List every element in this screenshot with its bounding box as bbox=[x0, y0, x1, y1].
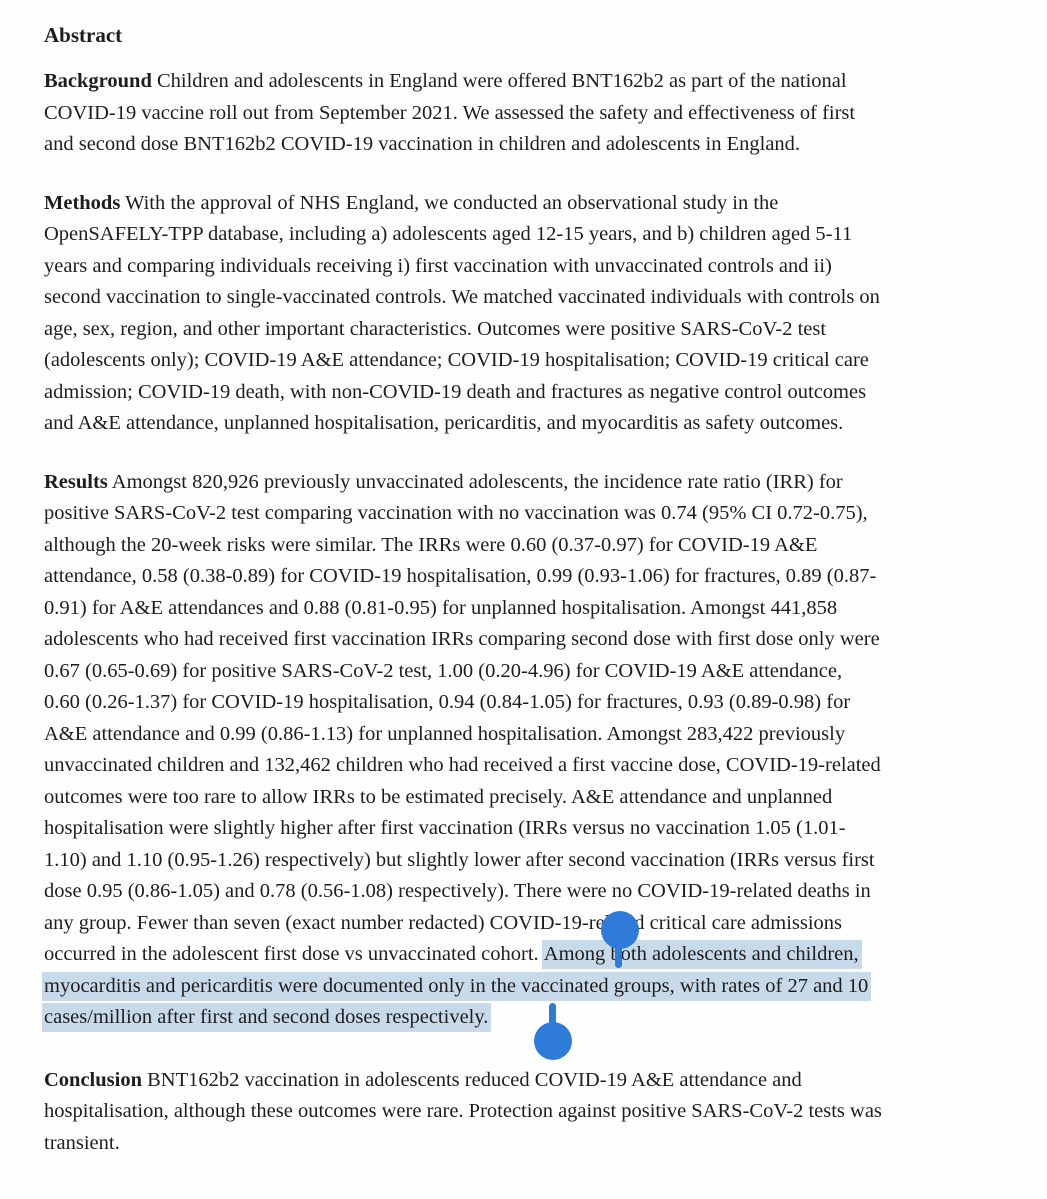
text-line: and A&E attendance, unplanned hospitalis… bbox=[44, 408, 1011, 440]
text-run: A&E attendance and 0.99 (0.86-1.13) for … bbox=[44, 722, 846, 745]
text-line: any group. Fewer than seven (exact numbe… bbox=[44, 908, 1011, 940]
paragraph-background: Background Children and adolescents in E… bbox=[44, 66, 1011, 161]
text-line: myocarditis and pericarditis were docume… bbox=[42, 971, 1011, 1003]
text-run: and A&E attendance, unplanned hospitalis… bbox=[44, 412, 844, 434]
section-heading: Abstract bbox=[44, 23, 123, 47]
text-run: transient. bbox=[44, 1131, 120, 1154]
text-run: age, sex, region, and other important ch… bbox=[44, 317, 827, 340]
text-run: Amongst 820,926 previously unvaccinated … bbox=[107, 470, 843, 493]
text-run: hospitalisation were slightly higher aft… bbox=[44, 817, 846, 839]
text-run: years and comparing individuals receivin… bbox=[44, 254, 832, 277]
text-run: Children and adolescents in England were… bbox=[151, 70, 847, 92]
text-line: outcomes were too rare to allow IRRs to … bbox=[44, 782, 1011, 814]
text-line: unvaccinated children and 132,462 childr… bbox=[44, 750, 1011, 782]
text-line: hospitalisation were slightly higher aft… bbox=[44, 813, 1011, 845]
text-line: occurred in the adolescent first dose vs… bbox=[44, 939, 1011, 971]
text-run: (adolescents only); COVID-19 A&E attenda… bbox=[44, 349, 869, 371]
text-line: admission; COVID-19 death, with non-COVI… bbox=[44, 377, 1011, 409]
text-line: 0.91) for A&E attendances and 0.88 (0.81… bbox=[44, 593, 1011, 625]
text-run: although the 20-week risks were similar.… bbox=[44, 533, 818, 556]
text-run: occurred in the adolescent first dose vs… bbox=[44, 943, 544, 965]
text-run: hospitalisation, although these outcomes… bbox=[44, 1100, 882, 1122]
text-line: 0.60 (0.26-1.37) for COVID-19 hospitalis… bbox=[44, 687, 1011, 719]
text-line: Conclusion BNT162b2 vaccination in adole… bbox=[44, 1065, 1011, 1097]
text-line: Background Children and adolescents in E… bbox=[44, 66, 1011, 98]
text-line: hospitalisation, although these outcomes… bbox=[44, 1096, 1011, 1128]
text-line: transient. bbox=[44, 1128, 1011, 1160]
paragraph-label: Conclusion bbox=[44, 1068, 142, 1091]
text-run: BNT162b2 vaccination in adolescents redu… bbox=[141, 1068, 802, 1091]
text-run: OpenSAFELY-TPP database, including a) ad… bbox=[44, 223, 853, 245]
paragraph-label: Results bbox=[44, 470, 108, 493]
selection-handle-end-icon[interactable] bbox=[534, 1022, 572, 1060]
text-line: attendance, 0.58 (0.38-0.89) for COVID-1… bbox=[44, 561, 1011, 593]
selection-handle-start-icon[interactable] bbox=[601, 911, 639, 949]
text-line: (adolescents only); COVID-19 A&E attenda… bbox=[44, 345, 1011, 377]
text-line: 0.67 (0.65-0.69) for positive SARS-CoV-2… bbox=[44, 656, 1011, 688]
text-run: attendance, 0.58 (0.38-0.89) for COVID-1… bbox=[44, 565, 877, 587]
text-line: Methods With the approval of NHS England… bbox=[44, 188, 1011, 220]
text-line: cases/million after first and second dos… bbox=[42, 1002, 1011, 1034]
text-line: and second dose BNT162b2 COVID-19 vaccin… bbox=[44, 129, 1011, 161]
selected-text: cases/million after first and second dos… bbox=[42, 1003, 492, 1032]
text-run: adolescents who had received first vacci… bbox=[44, 628, 880, 650]
text-run: and second dose BNT162b2 COVID-19 vaccin… bbox=[44, 133, 801, 155]
text-run: 1.10) and 1.10 (0.95-1.26) respectively)… bbox=[44, 848, 875, 871]
text-line: although the 20-week risks were similar.… bbox=[44, 530, 1011, 562]
text-run: 0.60 (0.26-1.37) for COVID-19 hospitalis… bbox=[44, 691, 851, 713]
text-run: outcomes were too rare to allow IRRs to … bbox=[44, 785, 833, 808]
paragraph-conclusion: Conclusion BNT162b2 vaccination in adole… bbox=[44, 1065, 1011, 1160]
text-line: Results Amongst 820,926 previously unvac… bbox=[44, 467, 1011, 499]
text-run: admission; COVID-19 death, with non-COVI… bbox=[44, 380, 867, 403]
text-run: second vaccination to single-vaccinated … bbox=[44, 286, 880, 308]
text-run: 0.91) for A&E attendances and 0.88 (0.81… bbox=[44, 596, 838, 619]
text-line: 1.10) and 1.10 (0.95-1.26) respectively)… bbox=[44, 845, 1011, 877]
text-line: adolescents who had received first vacci… bbox=[44, 624, 1011, 656]
text-line: dose 0.95 (0.86-1.05) and 0.78 (0.56-1.0… bbox=[44, 876, 1011, 908]
selected-text: Among both adolescents and children, bbox=[541, 940, 862, 969]
text-line: age, sex, region, and other important ch… bbox=[44, 314, 1011, 346]
text-line: COVID-19 vaccine roll out from September… bbox=[44, 98, 1011, 130]
text-run: With the approval of NHS England, we con… bbox=[120, 191, 779, 214]
paragraph-label: Background bbox=[44, 70, 152, 92]
text-run: any group. Fewer than seven (exact numbe… bbox=[44, 911, 843, 934]
text-line: years and comparing individuals receivin… bbox=[44, 251, 1011, 283]
text-run: 0.67 (0.65-0.69) for positive SARS-CoV-2… bbox=[44, 659, 843, 682]
text-run: COVID-19 vaccine roll out from September… bbox=[44, 101, 856, 124]
text-run: positive SARS-CoV-2 test comparing vacci… bbox=[44, 502, 868, 524]
text-run: unvaccinated children and 132,462 childr… bbox=[44, 754, 881, 776]
paragraph-label: Methods bbox=[44, 191, 121, 214]
selected-text: myocarditis and pericarditis were docume… bbox=[42, 971, 872, 1001]
text-line: OpenSAFELY-TPP database, including a) ad… bbox=[44, 219, 1011, 251]
paragraph-results: Results Amongst 820,926 previously unvac… bbox=[42, 467, 1011, 1034]
text-line: positive SARS-CoV-2 test comparing vacci… bbox=[44, 498, 1011, 530]
text-run: dose 0.95 (0.86-1.05) and 0.78 (0.56-1.0… bbox=[44, 880, 871, 902]
text-line: A&E attendance and 0.99 (0.86-1.13) for … bbox=[44, 719, 1011, 751]
text-line: second vaccination to single-vaccinated … bbox=[44, 282, 1011, 314]
paragraph-methods: Methods With the approval of NHS England… bbox=[44, 188, 1011, 440]
